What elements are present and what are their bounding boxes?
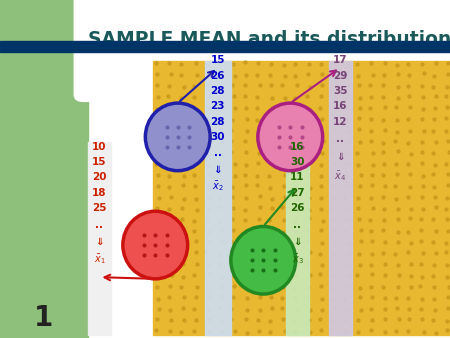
Text: ⇓: ⇓ [95,237,104,247]
Text: 29: 29 [333,71,347,81]
Text: ..: .. [336,134,344,144]
Text: ⇓: ⇓ [336,152,345,162]
Text: 35: 35 [333,86,347,96]
Text: 12: 12 [333,117,347,127]
Text: SAMPLE MEAN and its distribution: SAMPLE MEAN and its distribution [88,30,450,49]
Text: 1: 1 [34,304,54,332]
Text: 30: 30 [211,132,225,142]
Text: ..: .. [214,148,222,158]
Bar [328,61,352,335]
Bar [286,142,309,335]
Bar [88,142,111,335]
Text: ⇓: ⇓ [293,237,302,247]
Text: $\bar{x}_1$: $\bar{x}_1$ [94,253,105,266]
Text: $\bar{x}_4$: $\bar{x}_4$ [334,169,346,183]
Bar [0,0,88,338]
Text: $\bar{x}_3$: $\bar{x}_3$ [292,253,303,266]
Ellipse shape [231,226,296,294]
Ellipse shape [123,211,188,279]
Bar [153,61,450,335]
Ellipse shape [258,103,323,171]
Text: 26: 26 [290,203,305,213]
Text: 25: 25 [92,203,107,213]
Text: ..: .. [95,220,104,230]
Text: 17: 17 [333,55,347,65]
Text: 16: 16 [290,142,305,152]
Text: 26: 26 [211,71,225,81]
Text: 20: 20 [92,172,107,183]
Text: 16: 16 [333,101,347,112]
Bar [205,61,231,335]
Ellipse shape [145,103,210,171]
Text: $\bar{x}_2$: $\bar{x}_2$ [212,179,224,193]
Text: 18: 18 [92,188,107,198]
Text: 27: 27 [290,188,305,198]
Text: 11: 11 [290,172,305,183]
Text: 28: 28 [211,86,225,96]
Text: ..: .. [293,220,302,230]
Text: 23: 23 [211,101,225,112]
FancyBboxPatch shape [74,0,106,101]
Text: 15: 15 [92,157,107,167]
Text: ⇓: ⇓ [213,165,222,175]
Text: 10: 10 [92,142,107,152]
Text: 30: 30 [290,157,305,167]
Bar [0,41,450,52]
Text: 28: 28 [211,117,225,127]
Text: 15: 15 [211,55,225,65]
